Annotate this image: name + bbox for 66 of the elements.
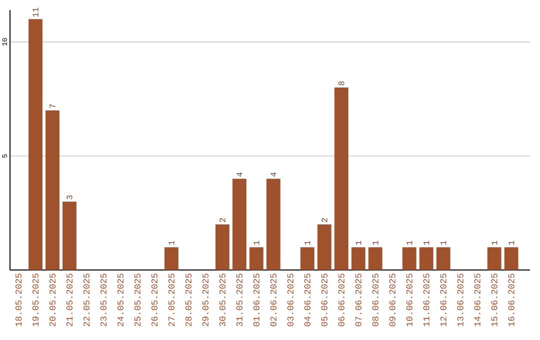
x-tick-label: 01.06.2025	[253, 274, 260, 326]
bar	[334, 88, 348, 270]
data-label: 1	[304, 240, 310, 245]
x-tick-label: 18.05.2025	[15, 274, 22, 326]
data-label: 2	[322, 218, 328, 222]
data-label: 1	[440, 240, 446, 245]
x-tick-label: 04.06.2025	[304, 274, 310, 326]
bar	[351, 247, 366, 270]
x-tick-label: 14.06.2025	[474, 274, 480, 326]
bar	[436, 247, 450, 270]
x-tick-label: 28.05.2025	[185, 274, 192, 326]
x-tick-label: 07.06.2025	[355, 274, 362, 326]
x-tick-label: 22.05.2025	[83, 274, 90, 326]
bar	[402, 247, 416, 270]
x-tick-label: 30.05.2025	[219, 274, 226, 326]
x-tick-label: 10.06.2025	[406, 274, 412, 326]
data-label: 3	[66, 195, 72, 200]
bar	[266, 178, 280, 270]
data-label: 2	[220, 218, 226, 222]
data-label: 4	[236, 172, 242, 177]
data-label: 7	[50, 104, 56, 108]
x-tick-label: 02.06.2025	[270, 274, 276, 326]
bar	[46, 110, 60, 270]
data-label: 1	[356, 240, 362, 245]
bar	[249, 247, 264, 270]
bar	[62, 202, 76, 270]
x-tick-label: 12.06.2025	[440, 274, 446, 326]
x-tick-label: 03.06.2025	[287, 274, 294, 326]
bar	[419, 247, 434, 270]
x-tick-label: 27.05.2025	[168, 274, 174, 326]
x-tick-label: 13.06.2025	[457, 274, 464, 326]
data-label: 1	[254, 240, 260, 245]
x-tick-label: 05.06.2025	[321, 274, 328, 326]
x-tick-label: 06.06.2025	[338, 274, 344, 326]
x-tick-label: 19.05.2025	[32, 274, 39, 326]
bar	[317, 224, 332, 270]
x-tick-label: 21.05.2025	[66, 274, 73, 326]
x-tick-label: 24.05.2025	[117, 274, 124, 326]
x-tick-label: 23.05.2025	[100, 274, 107, 326]
x-tick-label: 20.05.2025	[49, 274, 56, 326]
bar	[215, 224, 230, 270]
x-tick-label: 16.06.2025	[508, 274, 514, 326]
data-label: 1	[168, 240, 174, 245]
bar	[504, 247, 518, 270]
x-tick-label: 09.06.2025	[389, 274, 396, 326]
data-label: 1	[492, 240, 498, 245]
bar	[164, 247, 178, 270]
bar	[368, 247, 382, 270]
data-label: 1	[508, 240, 514, 245]
x-tick-label: 25.05.2025	[134, 274, 140, 326]
bar	[232, 178, 246, 270]
x-tick-label: 08.06.2025	[372, 274, 378, 326]
bar	[300, 247, 314, 270]
data-label: 8	[338, 81, 344, 86]
data-label: 4	[270, 172, 276, 177]
x-tick-label: 15.06.2025	[491, 274, 498, 326]
data-label: 11	[32, 8, 38, 17]
x-tick-label: 31.05.2025	[236, 274, 242, 326]
x-tick-label: 26.05.2025	[151, 274, 158, 326]
data-label: 1	[406, 240, 412, 245]
x-tick-label: 29.05.2025	[202, 274, 208, 326]
bar	[487, 247, 502, 270]
x-tick-label: 11.06.2025	[423, 274, 430, 326]
data-label: 1	[372, 240, 378, 245]
bar	[28, 19, 42, 270]
data-label: 1	[424, 240, 430, 245]
